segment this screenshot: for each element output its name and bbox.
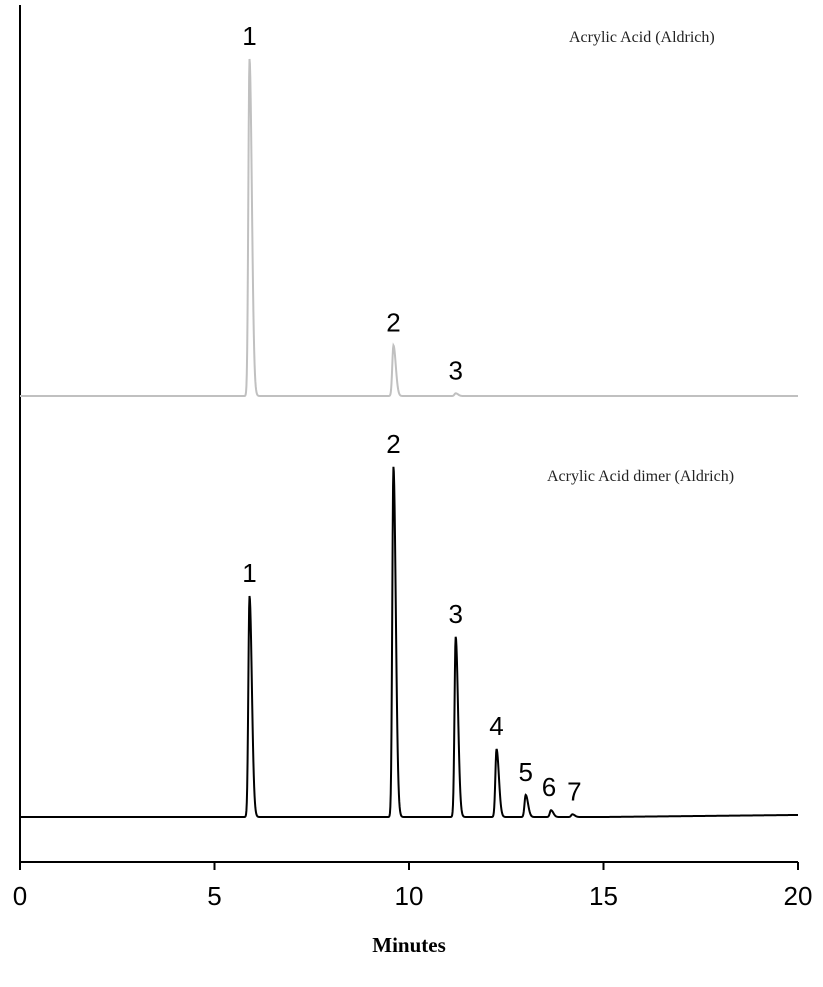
x-axis-ticks: 0 5 10 15 20 — [13, 862, 813, 911]
peak-label: 6 — [542, 772, 556, 802]
x-tick-label: 15 — [589, 881, 618, 911]
peak-label: 5 — [518, 757, 532, 787]
x-tick-label: 20 — [784, 881, 813, 911]
peak-label: 2 — [386, 307, 400, 337]
peak-label: 4 — [489, 711, 503, 741]
peak-label: 3 — [448, 599, 462, 629]
series-line-acrylic-acid-dimer — [20, 466, 798, 818]
series-line-acrylic-acid — [20, 58, 798, 397]
x-tick-label: 5 — [207, 881, 221, 911]
peak-label: 2 — [386, 429, 400, 459]
peak-label: 1 — [242, 21, 256, 51]
x-tick-label: 0 — [13, 881, 27, 911]
x-tick-label: 10 — [395, 881, 424, 911]
trace-group: 1 2 3 1 2 3 456 7 — [20, 21, 798, 818]
series-name-bottom: Acrylic Acid dimer (Aldrich) — [547, 468, 734, 485]
peak-label: 7 — [567, 776, 581, 806]
peak-label: 1 — [242, 558, 256, 588]
x-axis-title: Minutes — [372, 933, 446, 957]
series-name-top: Acrylic Acid (Aldrich) — [569, 29, 715, 46]
peak-label: 3 — [448, 355, 462, 385]
